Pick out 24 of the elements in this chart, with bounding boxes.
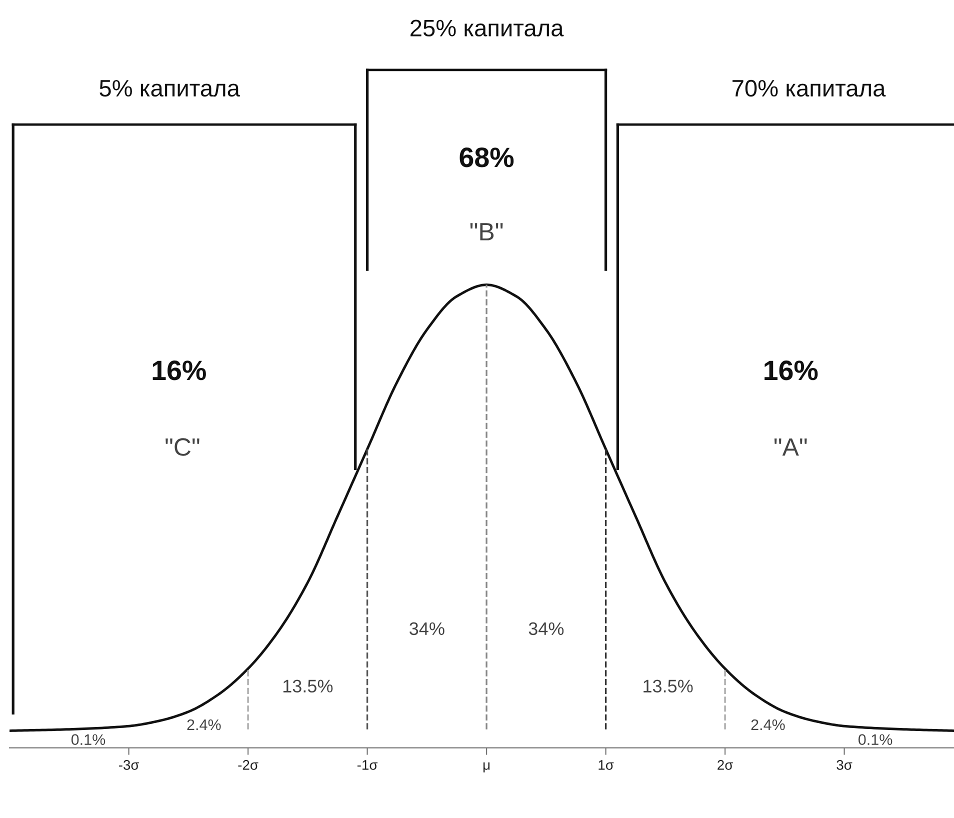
annotation: 13.5%	[644, 680, 693, 692]
text: "B"	[470, 223, 503, 240]
annotation: "C"	[166, 438, 200, 456]
x-tick-label: -3σ	[118, 760, 140, 770]
x-tick-label: μ	[483, 762, 490, 772]
annotation: 0.1%	[71, 734, 106, 746]
x-tick-label: -1σ	[357, 760, 378, 770]
annotation: 0.1%	[858, 734, 892, 746]
annotation: 13.5%	[283, 680, 333, 692]
x-tick-label: 2σ	[718, 760, 733, 770]
annotation: 16%	[764, 360, 818, 380]
annotation: 34%	[528, 622, 564, 636]
x-tick-label: -2σ	[238, 760, 258, 770]
annotation: "A"	[774, 438, 807, 456]
annotation: 16%	[152, 360, 206, 380]
annotation: 2.4%	[751, 719, 785, 730]
x-tick-label: 3σ	[836, 760, 852, 770]
annotation: 34%	[410, 622, 444, 636]
annotation: 2.4%	[187, 719, 221, 730]
text: 70% капитала	[732, 80, 886, 97]
x-tick-label: 1σ	[598, 760, 614, 770]
text: 5% капитала	[100, 80, 240, 97]
text: 25% капитала	[410, 20, 564, 36]
text: 68%	[460, 148, 514, 168]
